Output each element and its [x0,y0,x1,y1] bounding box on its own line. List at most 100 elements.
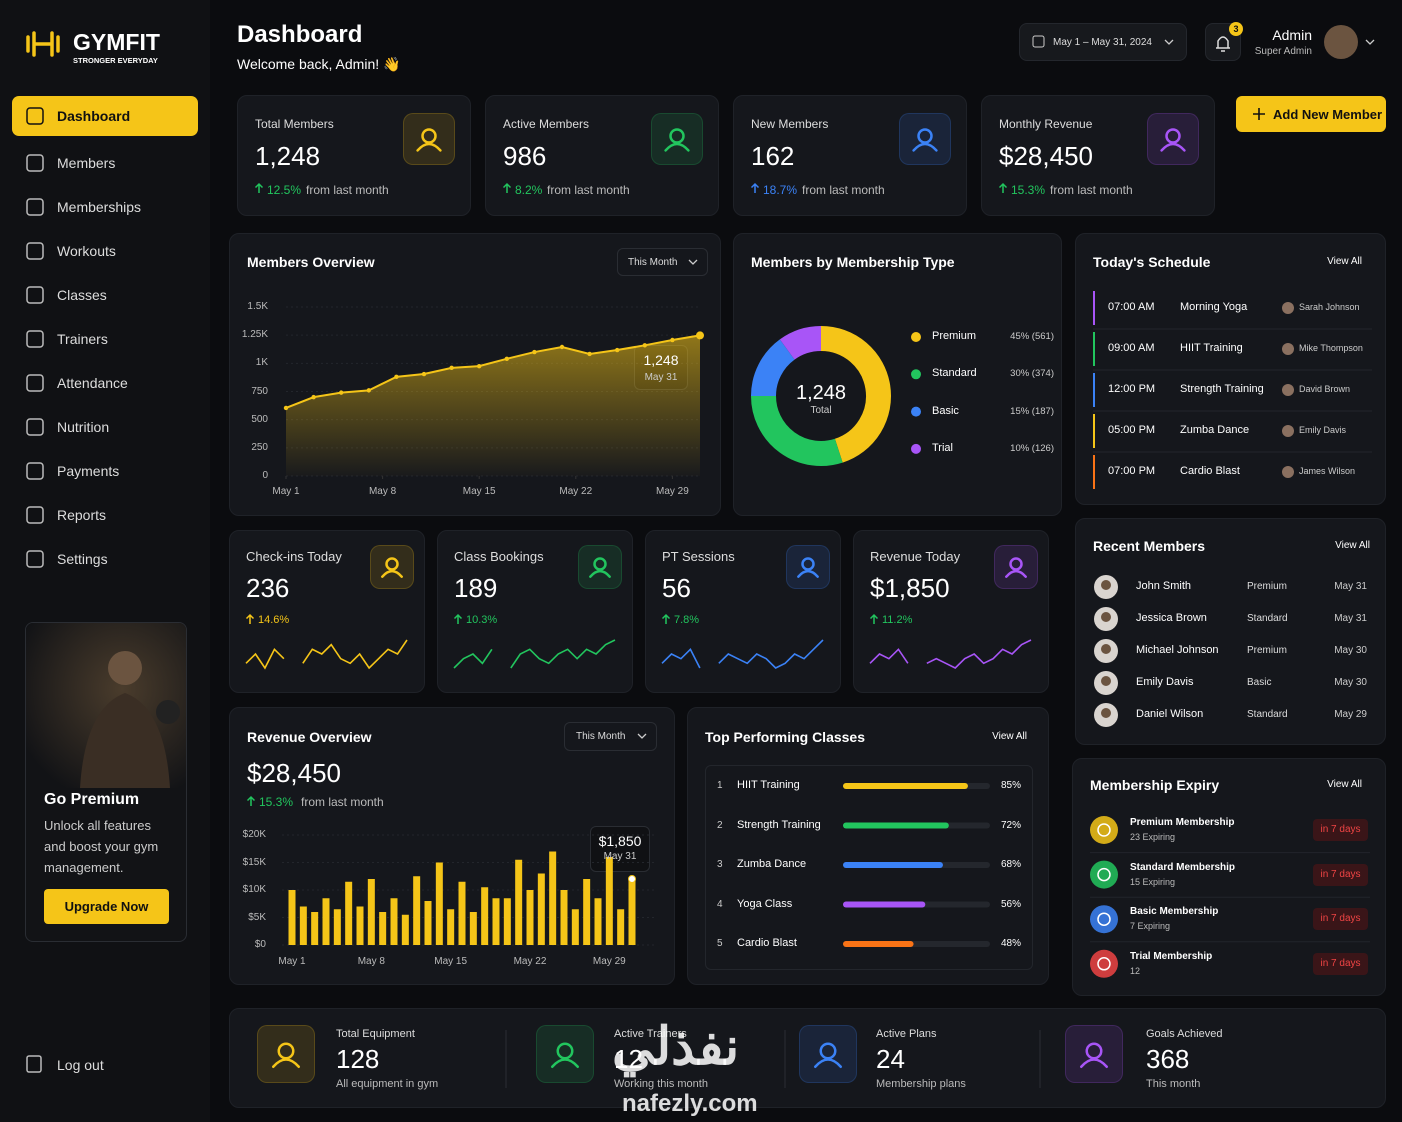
sparkline [926,639,1032,669]
nav-item[interactable]: Workouts [57,243,116,259]
point [696,331,704,340]
logout[interactable]: Log out [57,1057,104,1073]
expiry-count: 7 Expiring [1130,921,1171,932]
expiry-pill [1313,819,1368,841]
class-rank: 5 [717,938,723,949]
mini-card [229,530,425,693]
tooltip-date: May 31 [603,851,637,862]
legend-dot [911,369,921,380]
filter[interactable] [617,248,708,276]
highlight-point [628,875,636,883]
x-tick-label: May 8 [368,486,397,497]
filter-label[interactable]: This Month [628,257,678,268]
schedule-bar [1093,414,1095,448]
y-tick-label: $15K [242,856,266,868]
point [339,390,344,395]
logout-icon [26,1055,42,1073]
icon [669,128,685,144]
promo-figure [156,700,180,724]
x-tick-label: May 22 [559,486,593,497]
nav-icon [26,242,44,260]
bar [288,890,296,945]
chevron [637,733,647,739]
donut-segment [820,326,891,463]
tooltip [590,826,650,872]
card-title: Membership Expiry [1090,777,1220,793]
card-title: Top Performing Classes [705,729,866,745]
icon-box [536,1025,594,1083]
nav-item[interactable]: Trainers [57,331,108,347]
nav-item[interactable]: Payments [57,463,120,479]
legend-label: Basic [932,404,959,417]
schedule-class: Strength Training [1180,383,1264,395]
x-tick-label: May 8 [357,956,385,967]
donut-total-label: Total [810,405,832,416]
icon-box [799,1025,857,1083]
view-all[interactable]: View All [1327,256,1362,267]
view-all[interactable]: View All [1335,540,1370,551]
bottom-label: Active Plans [876,1028,937,1040]
expiry-pill [1313,908,1368,931]
legend-value: 45% (561) [1010,331,1054,342]
stat-note: from last month [1050,183,1133,197]
bar [560,890,568,945]
point [394,374,399,380]
bar [458,881,466,945]
schedule-bar [1093,455,1095,489]
class-value: 85% [1000,780,1021,791]
trainer-avatar [1282,466,1294,478]
view-all[interactable]: View All [992,731,1027,742]
class-name: HIIT Training [737,779,800,791]
expiry-due: in 7 days [1320,913,1361,925]
point [311,394,316,400]
mini-card [645,530,841,693]
bar [583,879,591,945]
y-tick-label: 750 [251,385,268,397]
stat-value: 1,248 [255,141,321,171]
revenue-total: $28,450 [247,758,341,788]
tooltip-date: May 31 [644,372,678,384]
nav-item[interactable]: Dashboard [57,108,131,124]
icon [271,1058,301,1069]
legend-dot [911,443,921,454]
tooltip-value: $1,850 [598,833,642,849]
sparkline [869,648,909,664]
nav-item[interactable]: Classes [57,287,107,303]
upgrade-button[interactable] [44,889,169,924]
progress-bar [843,941,914,947]
member-date: May 31 [1334,613,1367,624]
nav-icon [26,330,44,348]
donut-total: 1,248 [795,382,847,404]
view-all[interactable]: View All [1327,779,1362,790]
nav-item[interactable]: Memberships [57,199,142,215]
member-plan: Premium [1247,645,1288,656]
filter-label[interactable]: This Month [576,731,626,742]
bar [515,859,523,945]
stat-change: 15.3% [1011,183,1046,197]
icon-box [1147,113,1199,165]
point [642,343,647,348]
date-picker[interactable] [1019,23,1187,61]
expiry-icon [1097,867,1111,882]
promo-title: Go Premium [44,791,140,808]
bar [492,898,500,945]
date-range[interactable]: May 1 – May 31, 2024 [1053,37,1152,48]
notifications[interactable] [1205,23,1241,61]
filter[interactable] [564,722,657,751]
bottom-note: All equipment in gym [336,1078,439,1090]
nav-item[interactable]: Attendance [57,375,128,391]
schedule-trainer: Emily Davis [1299,425,1347,435]
upgrade-button-label[interactable]: Upgrade Now [64,899,149,914]
up-arrow [998,182,1008,193]
bar [311,912,319,945]
add-member-label[interactable]: Add New Member [1273,107,1383,122]
class-value: 72% [1000,819,1021,831]
nav-item[interactable]: Settings [57,551,108,567]
nav-item[interactable]: Reports [57,507,107,523]
nav-item[interactable]: Nutrition [57,419,110,435]
bottom-value: 368 [1146,1044,1190,1074]
expiry-name: Basic Membership [1130,906,1219,918]
nav-item[interactable]: Members [57,155,116,171]
up-arrow [246,795,256,806]
x-tick-label: May 29 [655,486,689,497]
